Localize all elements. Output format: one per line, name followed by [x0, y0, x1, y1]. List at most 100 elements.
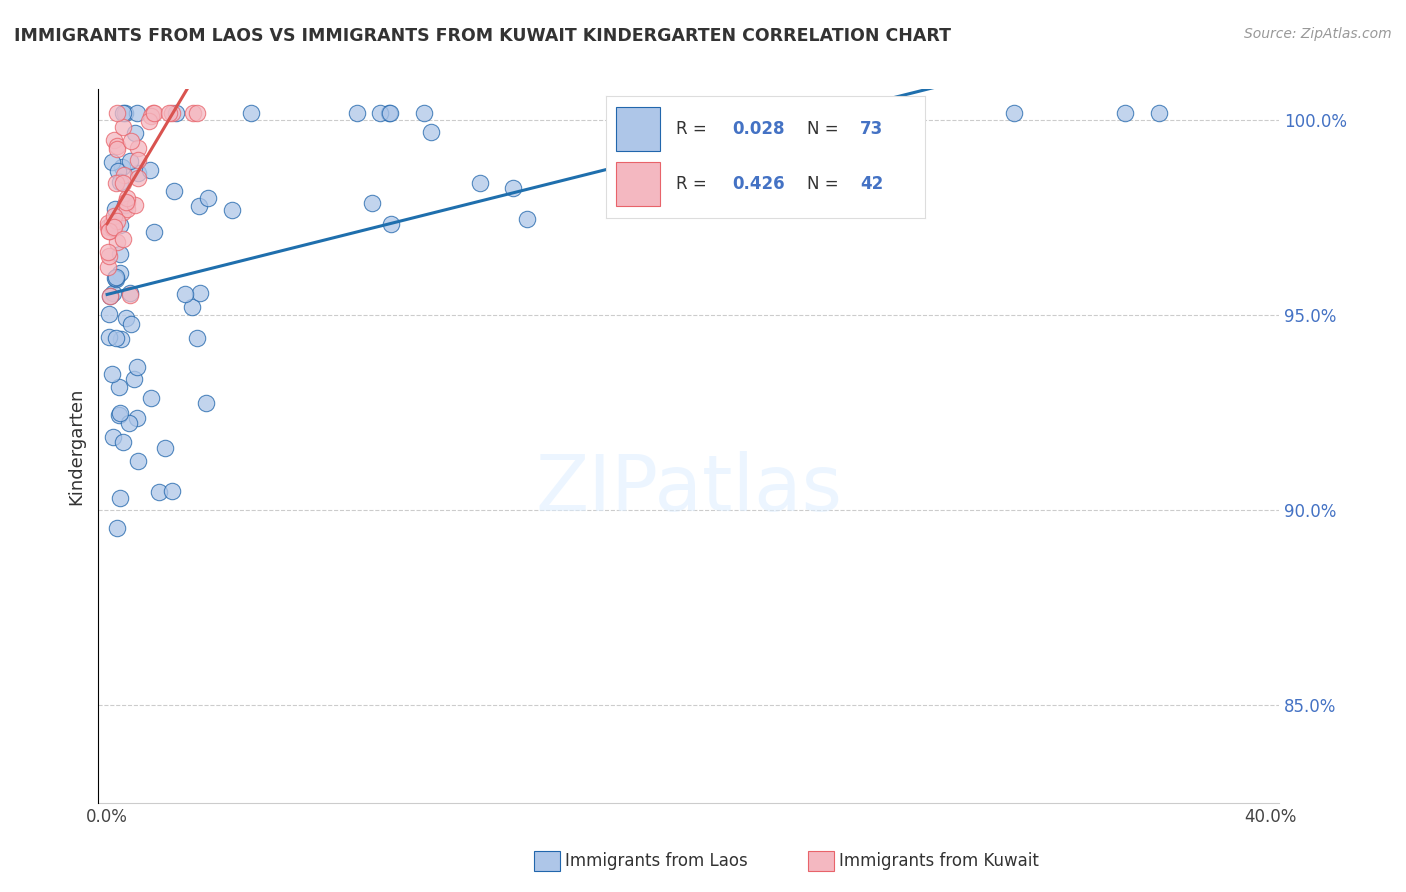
Text: Immigrants from Laos: Immigrants from Laos: [565, 852, 748, 870]
Point: [105, 105, 128, 120]
Point: [110, 175, 132, 189]
Point: [120, 318, 142, 332]
Point: [197, 191, 219, 205]
Point: [105, 214, 128, 228]
Point: [101, 154, 124, 169]
Point: [97, 245, 120, 260]
Point: [104, 270, 127, 285]
Point: [221, 203, 243, 218]
Point: [666, 128, 689, 142]
Point: [139, 109, 162, 123]
Point: [108, 491, 131, 506]
Point: [155, 442, 177, 456]
Point: [97, 249, 120, 263]
Point: [138, 113, 160, 128]
Text: N =: N =: [807, 120, 844, 138]
Point: [148, 485, 170, 500]
Point: [186, 105, 208, 120]
Text: Source: ZipAtlas.com: Source: ZipAtlas.com: [1244, 27, 1392, 41]
Point: [105, 177, 128, 191]
Point: [419, 125, 441, 139]
Text: N =: N =: [807, 175, 844, 193]
Point: [114, 105, 136, 120]
Point: [139, 162, 162, 177]
Point: [1002, 105, 1025, 120]
Point: [186, 331, 208, 345]
Point: [125, 105, 148, 120]
Point: [141, 392, 163, 406]
Point: [188, 199, 211, 213]
Point: [107, 409, 129, 423]
Point: [127, 153, 149, 167]
Point: [112, 105, 135, 120]
Text: R =: R =: [676, 175, 713, 193]
Point: [127, 170, 149, 185]
Point: [105, 270, 128, 285]
Point: [105, 139, 128, 153]
Point: [111, 232, 134, 246]
Point: [105, 142, 128, 156]
Point: [97, 307, 120, 321]
Text: ZIPatlas: ZIPatlas: [536, 450, 842, 527]
Point: [124, 198, 146, 212]
Point: [105, 272, 128, 286]
Text: Immigrants from Kuwait: Immigrants from Kuwait: [839, 852, 1039, 870]
Point: [115, 196, 138, 211]
Point: [346, 105, 368, 120]
Point: [115, 191, 138, 205]
Point: [160, 484, 183, 499]
Point: [1114, 105, 1136, 120]
Point: [470, 176, 492, 190]
Point: [143, 105, 166, 120]
Text: 42: 42: [860, 175, 883, 193]
Point: [105, 235, 128, 250]
Point: [104, 202, 127, 217]
Text: 73: 73: [860, 120, 883, 138]
Point: [98, 289, 121, 303]
Point: [118, 285, 141, 300]
Point: [101, 286, 124, 301]
Point: [122, 372, 145, 386]
Point: [368, 105, 391, 120]
Point: [1147, 105, 1170, 120]
Point: [97, 260, 120, 275]
Point: [97, 219, 120, 234]
Point: [173, 286, 195, 301]
Point: [380, 218, 402, 232]
Y-axis label: Kindergarten: Kindergarten: [67, 387, 86, 505]
Point: [103, 220, 125, 235]
Point: [143, 225, 166, 239]
Point: [127, 454, 149, 468]
Point: [103, 133, 125, 147]
Point: [120, 134, 142, 148]
Point: [101, 430, 124, 444]
Text: 0.426: 0.426: [733, 175, 785, 193]
Text: R =: R =: [676, 120, 713, 138]
Point: [111, 435, 134, 450]
Point: [165, 105, 187, 120]
Point: [101, 217, 124, 231]
Point: [124, 126, 146, 140]
Point: [97, 224, 120, 238]
FancyBboxPatch shape: [616, 161, 661, 205]
Point: [115, 195, 138, 210]
Point: [142, 105, 165, 120]
Point: [120, 154, 142, 169]
Point: [112, 205, 135, 219]
Point: [127, 359, 149, 374]
Point: [112, 168, 135, 182]
FancyBboxPatch shape: [616, 107, 661, 151]
Point: [110, 406, 132, 420]
Point: [502, 181, 524, 195]
Point: [157, 105, 180, 120]
Point: [181, 105, 204, 120]
Point: [516, 211, 538, 226]
Point: [378, 105, 401, 120]
Text: IMMIGRANTS FROM LAOS VS IMMIGRANTS FROM KUWAIT KINDERGARTEN CORRELATION CHART: IMMIGRANTS FROM LAOS VS IMMIGRANTS FROM …: [14, 27, 950, 45]
Point: [118, 288, 141, 302]
Point: [98, 329, 121, 343]
Point: [100, 368, 122, 382]
Point: [361, 196, 384, 211]
Point: [162, 105, 184, 120]
Point: [163, 184, 186, 198]
